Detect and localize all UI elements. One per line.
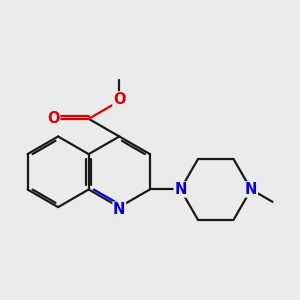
Text: N: N [174,182,187,197]
Text: N: N [113,202,125,217]
Text: O: O [113,92,125,107]
Text: N: N [245,182,257,197]
Text: O: O [47,111,60,126]
